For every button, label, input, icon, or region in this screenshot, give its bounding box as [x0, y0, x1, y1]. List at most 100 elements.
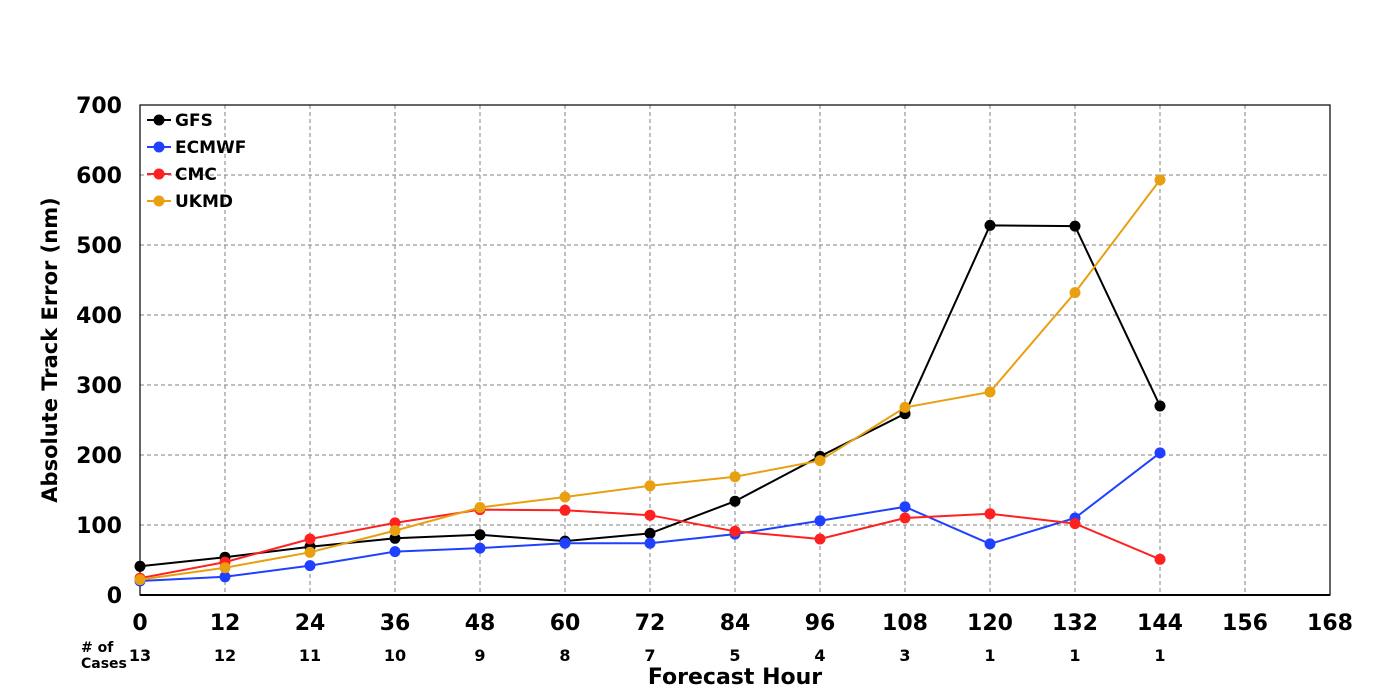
cases-count: 9 — [474, 646, 485, 665]
legend-label: ECMWF — [175, 138, 246, 158]
x-tick-label: 120 — [967, 611, 1013, 636]
x-tick-label: 144 — [1137, 611, 1183, 636]
x-tick-label: 96 — [805, 611, 836, 636]
data-point-cmc — [1154, 553, 1166, 565]
legend-marker — [153, 168, 165, 180]
data-point-cmc — [899, 512, 911, 524]
data-point-gfs — [474, 529, 486, 541]
cases-count: 10 — [384, 646, 406, 665]
y-tick-label: 400 — [76, 304, 122, 329]
data-point-ukmd — [559, 491, 571, 503]
data-point-ukmd — [644, 480, 656, 492]
y-tick-label: 200 — [76, 444, 122, 469]
series-group — [134, 174, 1166, 587]
cases-count: 3 — [899, 646, 910, 665]
legend: GFS ECMWF CMC UKMD — [147, 111, 246, 212]
cases-count: 12 — [214, 646, 236, 665]
cases-count: 5 — [729, 646, 740, 665]
y-tick-label: 500 — [76, 234, 122, 259]
x-tick-label: 84 — [720, 611, 751, 636]
data-point-ecmwf — [474, 542, 486, 554]
cases-count: 11 — [299, 646, 321, 665]
x-tick-label: 12 — [210, 611, 241, 636]
cases-label: # of Cases — [81, 640, 127, 672]
data-point-gfs — [729, 495, 741, 507]
data-point-ecmwf — [304, 560, 316, 572]
x-tick-label: 36 — [380, 611, 411, 636]
data-point-gfs — [1154, 400, 1166, 412]
data-point-ukmd — [474, 502, 486, 513]
y-tick-label: 700 — [76, 94, 122, 119]
legend-marker — [153, 114, 165, 126]
legend-item-gfs: GFS — [147, 111, 213, 131]
grid-lines — [140, 105, 1330, 596]
data-point-cmc — [984, 508, 996, 520]
data-point-ecmwf — [559, 537, 571, 549]
data-point-cmc — [304, 533, 316, 545]
y-axis-title: Absolute Track Error (nm) — [38, 197, 62, 502]
data-point-cmc — [559, 504, 571, 516]
data-point-ecmwf — [984, 538, 996, 550]
data-point-ecmwf — [814, 515, 826, 527]
data-point-cmc — [1069, 518, 1081, 530]
legend-marker — [153, 141, 165, 153]
legend-item-cmc: CMC — [147, 165, 217, 185]
data-point-ecmwf — [644, 537, 656, 549]
data-point-cmc — [729, 525, 741, 537]
data-point-gfs — [389, 532, 401, 544]
cases-count: 7 — [644, 646, 655, 665]
x-tick-label: 168 — [1307, 611, 1353, 636]
x-axis-title: Forecast Hour — [648, 665, 822, 690]
legend-item-ukmd: UKMD — [147, 192, 233, 212]
data-point-cmc — [644, 509, 656, 521]
x-tick-label: 24 — [295, 611, 326, 636]
data-point-gfs — [644, 527, 656, 539]
data-point-ukmd — [219, 562, 231, 574]
data-point-ukmd — [729, 471, 741, 483]
cases-count: 1 — [1154, 646, 1165, 665]
data-point-ukmd — [389, 525, 401, 537]
series-ukmd — [134, 174, 1166, 586]
data-point-ukmd — [304, 546, 316, 558]
plot-frame — [139, 104, 1331, 596]
x-tick-label: 132 — [1052, 611, 1098, 636]
data-point-cmc — [814, 533, 826, 545]
y-tick-labels: 0 100 200 300 400 500 600 700 — [76, 94, 122, 609]
cases-count: 1 — [984, 646, 995, 665]
data-point-gfs — [1069, 220, 1081, 232]
legend-label: CMC — [175, 165, 217, 185]
x-tick-label: 108 — [882, 611, 928, 636]
cases-count: 1 — [1069, 646, 1080, 665]
legend-item-ecmwf: ECMWF — [147, 138, 246, 158]
data-point-ecmwf — [1154, 447, 1166, 459]
data-point-gfs — [134, 560, 146, 572]
y-tick-label: 300 — [76, 374, 122, 399]
data-point-cmc — [389, 517, 401, 529]
x-tick-labels: 0 12 24 36 48 60 72 84 96 108 120 132 144 156 168 — [132, 611, 1353, 636]
x-tick-label: 0 — [132, 611, 147, 636]
cases-count: 8 — [559, 646, 570, 665]
data-point-ukmd — [984, 386, 996, 398]
legend-label: GFS — [175, 111, 213, 131]
data-point-ukmd — [1154, 174, 1166, 186]
data-point-gfs — [984, 219, 996, 231]
cases-count: 4 — [814, 646, 825, 665]
cases-count: 13 — [129, 646, 151, 665]
x-tick-label: 72 — [635, 611, 666, 636]
data-point-ukmd — [899, 401, 911, 413]
data-point-ukmd — [814, 455, 826, 467]
y-tick-label: 0 — [107, 584, 122, 609]
data-point-ecmwf — [389, 546, 401, 558]
data-point-ecmwf — [899, 501, 911, 513]
x-tick-label: 156 — [1222, 611, 1268, 636]
legend-label: UKMD — [175, 192, 233, 212]
legend-marker — [153, 195, 165, 207]
data-point-ukmd — [134, 574, 146, 586]
x-tick-label: 48 — [465, 611, 496, 636]
y-tick-label: 100 — [76, 514, 122, 539]
data-point-ukmd — [1069, 287, 1081, 299]
data-point-ecmwf — [219, 571, 231, 583]
cases-row: # of Cases 13 12 11 10 9 8 7 5 4 3 1 1 1 — [81, 640, 1166, 672]
y-tick-label: 600 — [76, 164, 122, 189]
